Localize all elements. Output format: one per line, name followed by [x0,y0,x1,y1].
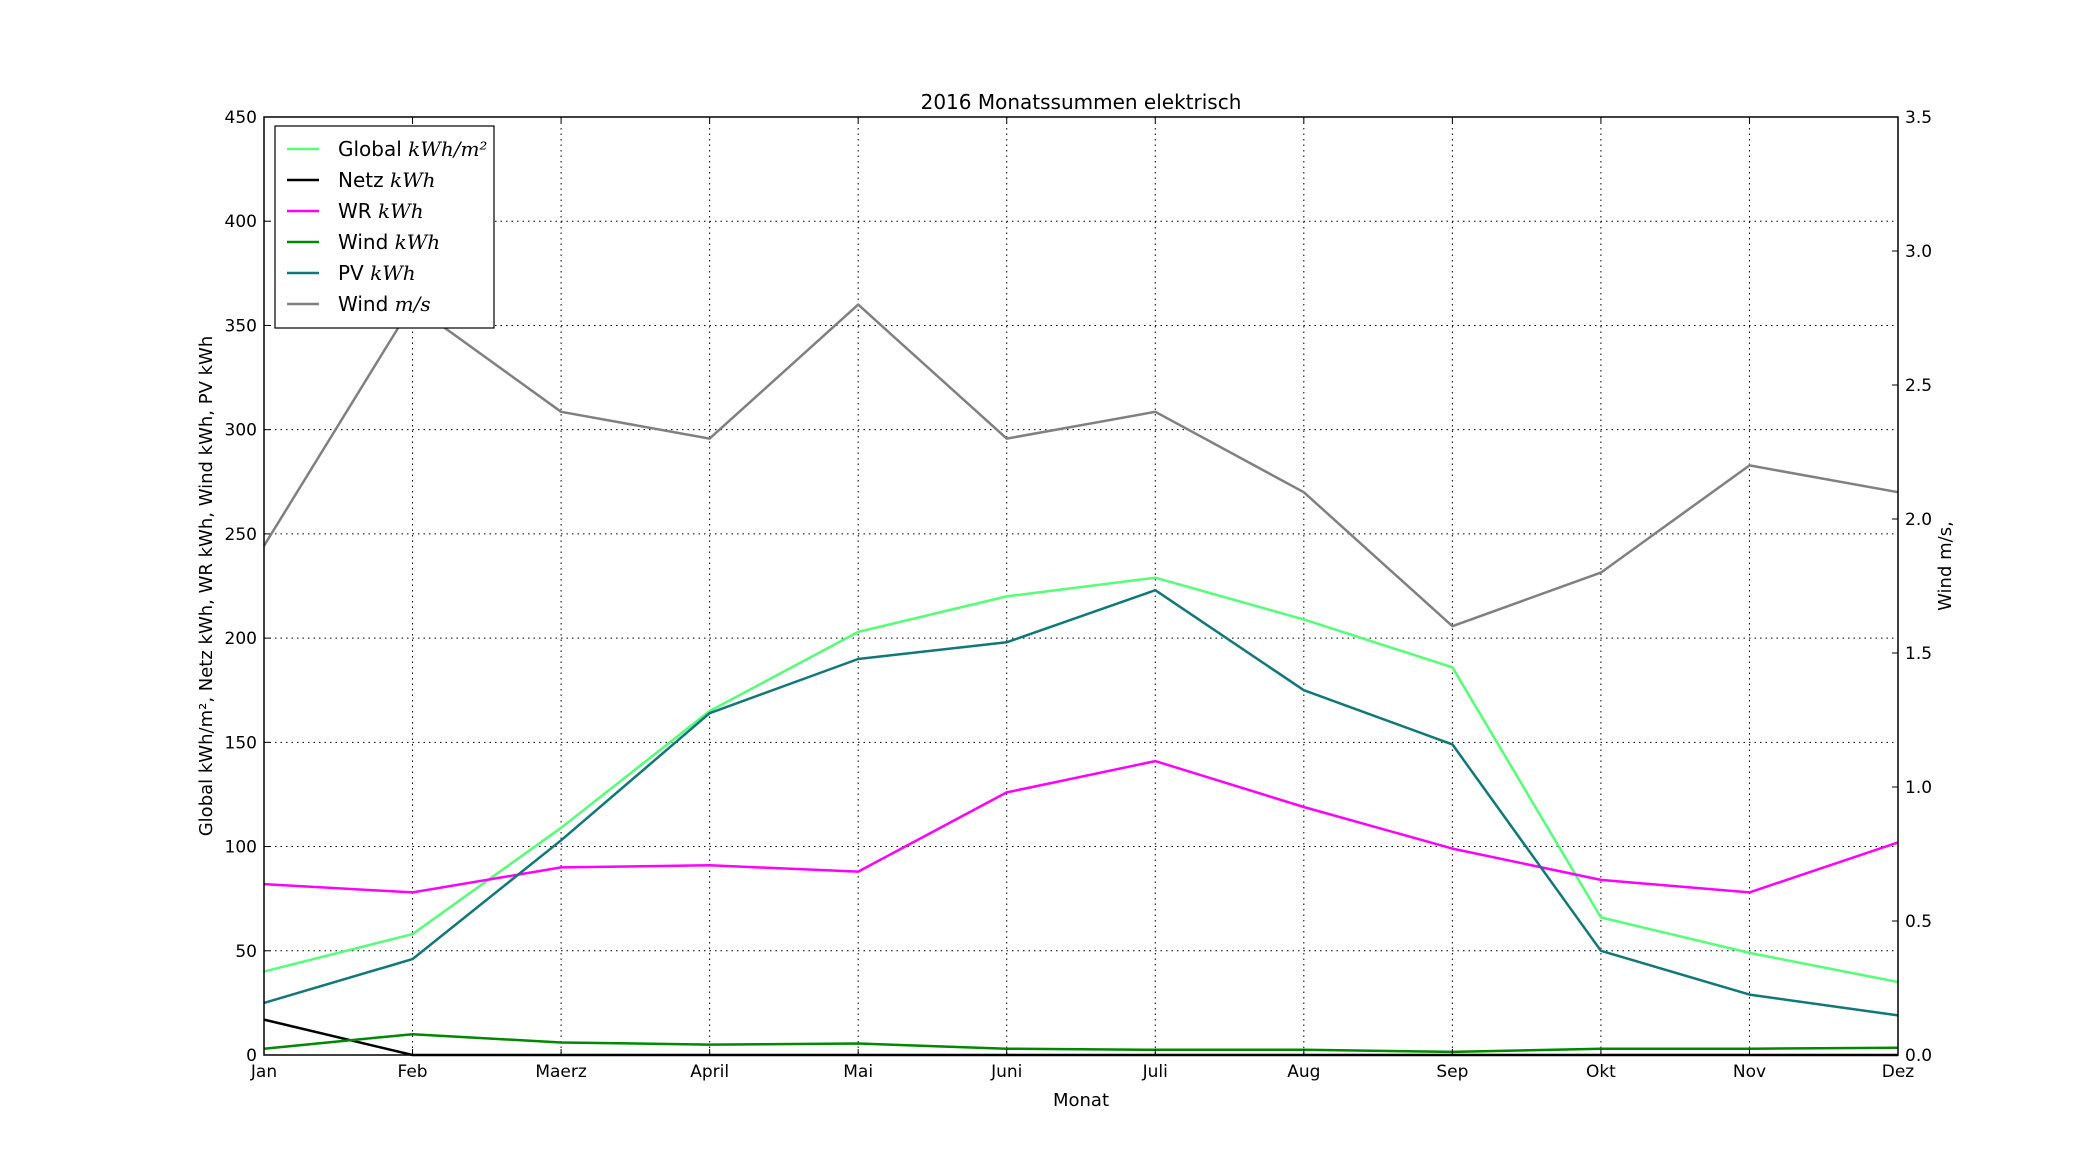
y-left-tick-label: 200 [225,629,257,649]
legend-label: Wind kWh [338,230,440,254]
x-tick-label: Aug [1287,1062,1320,1082]
y-left-tick-label: 350 [225,316,257,336]
y-right-tick-label: 3.0 [1905,242,1932,262]
y-right-tick-label: 1.5 [1905,644,1932,664]
y-left-tick-label: 250 [225,525,257,545]
y-left-tick-label: 0 [246,1046,257,1066]
x-tick-label: April [690,1062,729,1082]
legend-box [274,125,495,329]
y-left-axis-title: Global kWh/m², Netz kWh, WR kWh, Wind kW… [196,336,217,837]
legend-unit: kWh [390,168,436,192]
chart-title: 2016 Monatssummen elektrisch [921,90,1242,114]
legend-unit: m/s [395,292,431,316]
x-tick-label: Maerz [535,1062,587,1082]
legend-label: PV kWh [338,261,416,285]
legend-unit: kWh [395,230,441,254]
x-tick-label: Dez [1882,1062,1915,1082]
x-tick-label: Jan [250,1062,277,1082]
y-left-tick-label: 100 [225,838,257,858]
legend-label: WR kWh [338,199,424,223]
x-tick-label: Feb [397,1062,427,1082]
series-line-wind-m-s [262,303,1899,628]
legend: Global kWh/m² Netz kWh WR kWh Wind kWh PV kW… [274,125,495,329]
ticks: Jan Feb Maerz April Mai Juni Juli Aug Sep Okt Nov D… [225,108,1933,1082]
x-tick-label: Juni [990,1062,1022,1082]
y-right-tick-label: 2.0 [1905,510,1932,530]
y-right-tick-label: 3.5 [1905,108,1932,128]
x-tick-label: Okt [1586,1062,1616,1082]
legend-label: Wind m/s [338,292,431,316]
y-right-tick-label: 1.0 [1905,778,1932,798]
y-right-tick-label: 0.0 [1905,1046,1932,1066]
x-tick-label: Juli [1142,1062,1168,1082]
x-tick-label: Nov [1733,1062,1766,1082]
legend-unit: kWh [370,261,416,285]
x-axis-title: Monat [1053,1090,1109,1111]
legend-label: Global kWh/m² [338,137,487,161]
y-left-tick-label: 400 [225,212,257,232]
series-line-pv-kwh [263,588,1899,1017]
y-left-tick-label: 150 [225,733,257,753]
legend-label: Netz kWh [338,168,436,192]
x-tick-label: Mai [843,1062,873,1082]
y-right-tick-label: 2.5 [1905,376,1932,396]
y-left-tick-label: 300 [225,421,257,441]
series-line-global-kwh-m [263,576,1899,984]
legend-unit: kWh/m² [408,137,487,161]
y-left-tick-label: 450 [225,108,257,128]
series-line-wind-kwh [263,1032,1899,1054]
x-tick-label: Sep [1436,1062,1468,1082]
y-left-tick-label: 50 [235,942,257,962]
series-line-wr-kwh [263,759,1899,894]
legend-unit: kWh [378,199,424,223]
plot-frame [263,116,1899,1056]
y-right-tick-label: 0.5 [1905,912,1932,932]
grid [264,117,1898,1055]
y-right-axis-title: Wind m/s, [1935,521,1956,611]
